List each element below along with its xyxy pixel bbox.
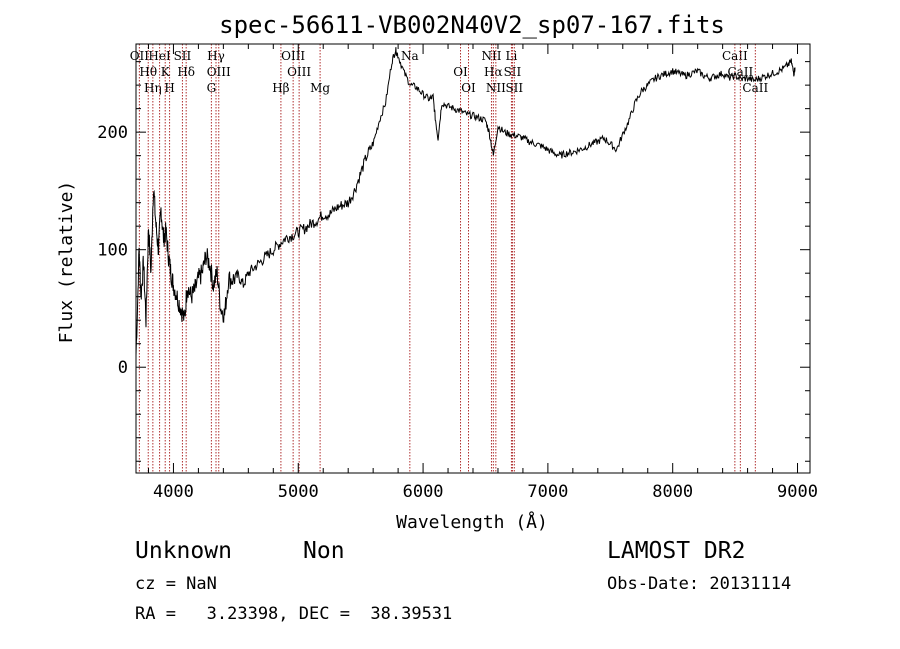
x-tick-label: 5000 bbox=[278, 482, 319, 502]
feature-label: OIII bbox=[281, 49, 305, 63]
feature-label: Hη bbox=[144, 81, 162, 95]
coordinates-label: RA = 3.23398, DEC = 38.39531 bbox=[135, 604, 453, 624]
feature-label: G bbox=[207, 81, 217, 95]
chart-title: spec-56611-VB002N40V2_sp07-167.fits bbox=[219, 11, 725, 39]
feature-label: OIII bbox=[207, 65, 231, 79]
y-axis-label: Flux (relative) bbox=[56, 181, 77, 344]
y-tick-label: 100 bbox=[97, 241, 128, 261]
class-label: Unknown bbox=[135, 538, 232, 564]
feature-label: Hα bbox=[484, 65, 503, 79]
feature-label: Hγ bbox=[207, 49, 225, 63]
feature-label: Hβ bbox=[272, 81, 289, 95]
feature-label: OIII bbox=[287, 65, 311, 79]
feature-label: OI bbox=[461, 81, 476, 95]
feature-label: OI bbox=[453, 65, 468, 79]
x-tick-label: 4000 bbox=[153, 482, 194, 502]
obs-date-label: Obs-Date: 20131114 bbox=[607, 574, 792, 594]
x-axis-label: Wavelength (Å) bbox=[396, 511, 548, 533]
x-tick-label: 7000 bbox=[527, 482, 568, 502]
feature-label: Mg bbox=[310, 81, 330, 95]
feature-label: NII bbox=[481, 49, 501, 63]
feature-label: H bbox=[164, 81, 174, 95]
feature-label: SII bbox=[504, 65, 522, 79]
x-axis: 4000 5000 6000 7000 8000 9000 bbox=[147, 44, 818, 502]
survey-label: LAMOST DR2 bbox=[607, 538, 746, 564]
y-tick-label: 0 bbox=[118, 358, 128, 378]
x-tick-label: 9000 bbox=[777, 482, 818, 502]
feature-label: CaII bbox=[742, 81, 768, 95]
subclass-label: Non bbox=[303, 538, 345, 564]
feature-label: HeI bbox=[148, 49, 171, 63]
feature-label: Li bbox=[506, 49, 518, 63]
feature-label: CaII bbox=[722, 49, 748, 63]
y-axis: 0 100 200 bbox=[97, 61, 810, 462]
feature-label: NII bbox=[486, 81, 506, 95]
feature-label: SII bbox=[505, 81, 523, 95]
feature-label: SII bbox=[174, 49, 192, 63]
feature-label: Hδ bbox=[177, 65, 195, 79]
spectrum-line bbox=[135, 47, 796, 356]
x-tick-label: 6000 bbox=[403, 482, 444, 502]
feature-label: Hθ bbox=[139, 65, 157, 79]
redshift-label: cz = NaN bbox=[135, 574, 217, 594]
plot-area: OII Hθ Hη HeI KH SII Hδ G Hγ OIII Hβ OIII OIII Mg Na OI… bbox=[130, 43, 811, 474]
feature-label: Na bbox=[401, 49, 419, 63]
plot-frame bbox=[135, 43, 811, 474]
feature-label: K bbox=[161, 65, 171, 79]
x-tick-label: 8000 bbox=[652, 482, 693, 502]
y-tick-label: 200 bbox=[97, 123, 128, 143]
feature-label: OII bbox=[130, 49, 150, 63]
